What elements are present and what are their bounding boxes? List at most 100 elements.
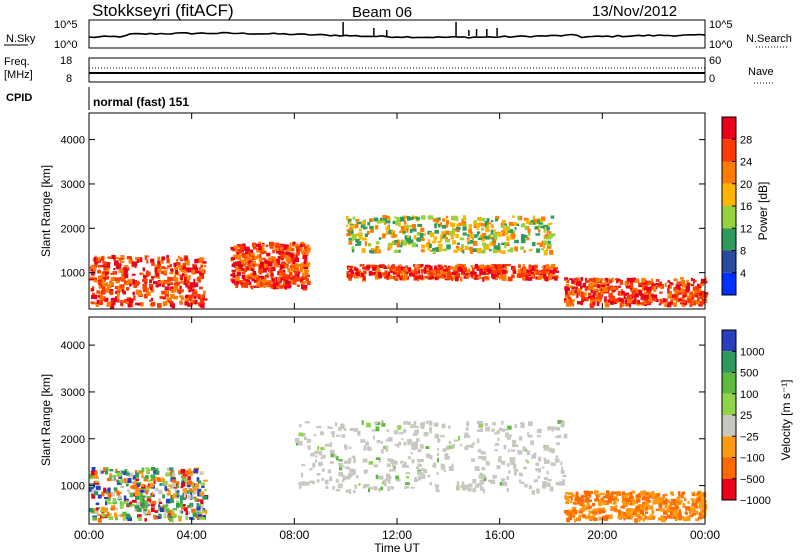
data-cell (167, 265, 170, 268)
data-cell (361, 273, 364, 277)
data-cell (420, 468, 425, 471)
data-cell (631, 497, 635, 501)
data-cell (376, 248, 380, 253)
data-cell (157, 268, 162, 273)
data-cell (530, 440, 534, 446)
data-cell (157, 264, 161, 270)
data-cell (626, 512, 632, 517)
data-cell (676, 503, 679, 507)
data-cell (251, 242, 256, 246)
data-cell (99, 294, 103, 300)
data-cell (500, 478, 505, 481)
data-cell (150, 302, 156, 307)
data-cell (144, 278, 148, 282)
data-cell (106, 477, 112, 482)
data-cell (690, 277, 693, 282)
data-cell (400, 226, 405, 231)
data-cell (165, 504, 169, 508)
data-cell (104, 470, 108, 475)
data-cell (659, 298, 662, 304)
data-cell (700, 294, 704, 300)
data-cell (176, 500, 179, 506)
data-cell (587, 499, 592, 502)
data-cell (533, 264, 538, 269)
data-cell (139, 489, 145, 493)
data-cell (457, 435, 460, 441)
data-cell (114, 277, 120, 282)
data-cell (675, 298, 680, 303)
data-cell (404, 235, 409, 240)
data-cell (127, 517, 132, 522)
data-cell (308, 480, 314, 483)
data-cell (548, 273, 553, 277)
data-cell (180, 468, 186, 474)
data-cell (501, 242, 505, 245)
data-cell (237, 280, 242, 284)
data-cell (429, 422, 433, 426)
data-cell (171, 517, 174, 523)
data-cell (541, 216, 546, 222)
data-cell (594, 297, 598, 303)
data-cell (115, 280, 120, 284)
data-cell (523, 466, 527, 470)
data-cell (149, 279, 153, 284)
data-cell (508, 264, 511, 267)
data-cell (284, 264, 288, 269)
data-cell (468, 246, 473, 251)
data-cell (111, 476, 115, 481)
data-cell (483, 476, 487, 481)
data-cell (584, 516, 588, 520)
freq-label: Freq. (4, 56, 30, 68)
data-cell (104, 298, 107, 302)
data-cell (131, 261, 135, 267)
data-cell (376, 269, 381, 272)
data-cell (600, 277, 604, 282)
data-cell (403, 421, 409, 425)
data-cell (116, 514, 121, 517)
data-cell (261, 275, 264, 280)
data-cell (122, 501, 127, 504)
data-cell (141, 495, 146, 498)
data-cell (432, 240, 436, 244)
data-cell (506, 236, 510, 241)
data-cell (673, 278, 678, 282)
data-cell (281, 272, 284, 276)
data-cell (236, 249, 240, 254)
data-cell (677, 298, 682, 301)
data-cell (473, 222, 478, 226)
data-cell (405, 465, 409, 468)
data-cell (358, 228, 363, 232)
noise-right-tick-bottom: 10^0 (709, 39, 733, 51)
data-cell (306, 440, 311, 444)
data-cell (624, 494, 629, 499)
data-cell (169, 302, 174, 308)
data-cell (523, 235, 528, 238)
data-cell (534, 269, 539, 272)
data-cell (201, 268, 205, 274)
data-cell (392, 468, 396, 472)
data-cell (598, 516, 602, 521)
data-cell (112, 498, 116, 503)
data-cell (101, 278, 105, 283)
data-cell (414, 267, 417, 272)
data-cell (445, 456, 450, 460)
data-cell (141, 474, 144, 479)
data-cell (134, 261, 138, 266)
data-cell (565, 500, 570, 505)
data-cell (642, 501, 646, 507)
data-cell (625, 493, 629, 496)
data-cell (686, 279, 689, 284)
y-tick-label: 1000 (61, 268, 85, 280)
data-cell (126, 287, 130, 291)
data-cell (414, 429, 419, 434)
data-cell (171, 483, 176, 488)
data-cell (505, 432, 509, 438)
data-cell (452, 444, 455, 449)
data-cell (178, 295, 184, 298)
data-cell (460, 484, 465, 489)
data-cell (549, 266, 555, 269)
data-cell (94, 510, 99, 515)
data-cell (689, 506, 692, 511)
data-cell (320, 431, 324, 436)
data-cell (481, 233, 487, 237)
